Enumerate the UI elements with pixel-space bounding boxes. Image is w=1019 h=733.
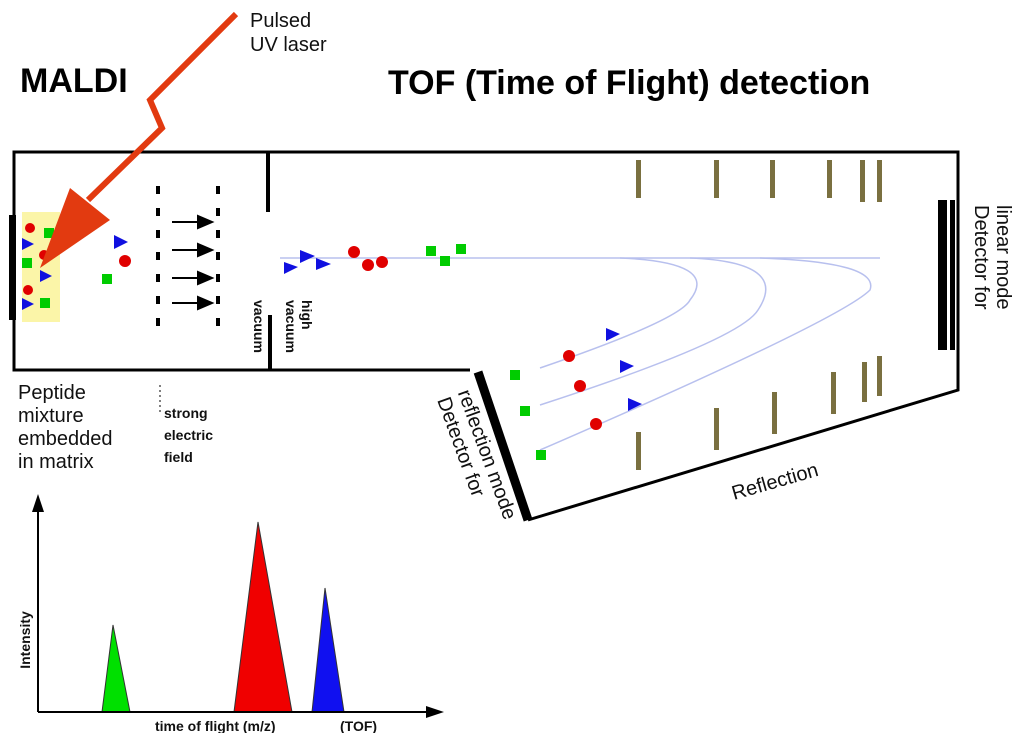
reflection-label: Reflection bbox=[729, 459, 821, 505]
linear-detector-edge bbox=[950, 200, 955, 350]
vacuum-label: vacuum bbox=[251, 300, 267, 353]
sample-label: Peptide bbox=[18, 382, 86, 404]
field-label: strong bbox=[164, 405, 208, 421]
field-label: electric bbox=[164, 427, 213, 443]
left-title: MALDI bbox=[20, 62, 128, 100]
sample-plate bbox=[9, 215, 16, 320]
high-vacuum-label: high bbox=[299, 300, 315, 330]
field-arrows bbox=[172, 214, 215, 311]
sample-label: embedded bbox=[18, 428, 113, 450]
x-axis-label-suffix: (TOF) bbox=[340, 718, 377, 733]
y-axis-label: Intensity bbox=[17, 611, 33, 669]
x-axis-label: time of flight (m/z) bbox=[155, 718, 276, 733]
tube bbox=[12, 150, 960, 522]
linear-detector bbox=[938, 200, 947, 350]
sample-label: in matrix bbox=[18, 451, 94, 473]
right-title: TOF (Time of Flight) detection bbox=[388, 64, 870, 102]
sample-label: mixture bbox=[18, 405, 84, 427]
high-vacuum-label: vacuum bbox=[283, 300, 299, 353]
linear-detector-label: Detector for bbox=[970, 205, 992, 310]
ion-path bbox=[280, 257, 880, 451]
spectrum bbox=[32, 494, 444, 718]
linear-detector-label: linear mode bbox=[992, 205, 1014, 310]
field-label: field bbox=[164, 449, 193, 465]
reflection-detector bbox=[473, 370, 533, 522]
laser-label: Pulsed bbox=[250, 10, 311, 32]
reflector-plates bbox=[636, 160, 882, 470]
laser bbox=[40, 11, 239, 268]
ions bbox=[22, 223, 642, 460]
laser-label: UV laser bbox=[250, 34, 327, 56]
electrodes bbox=[156, 186, 220, 340]
